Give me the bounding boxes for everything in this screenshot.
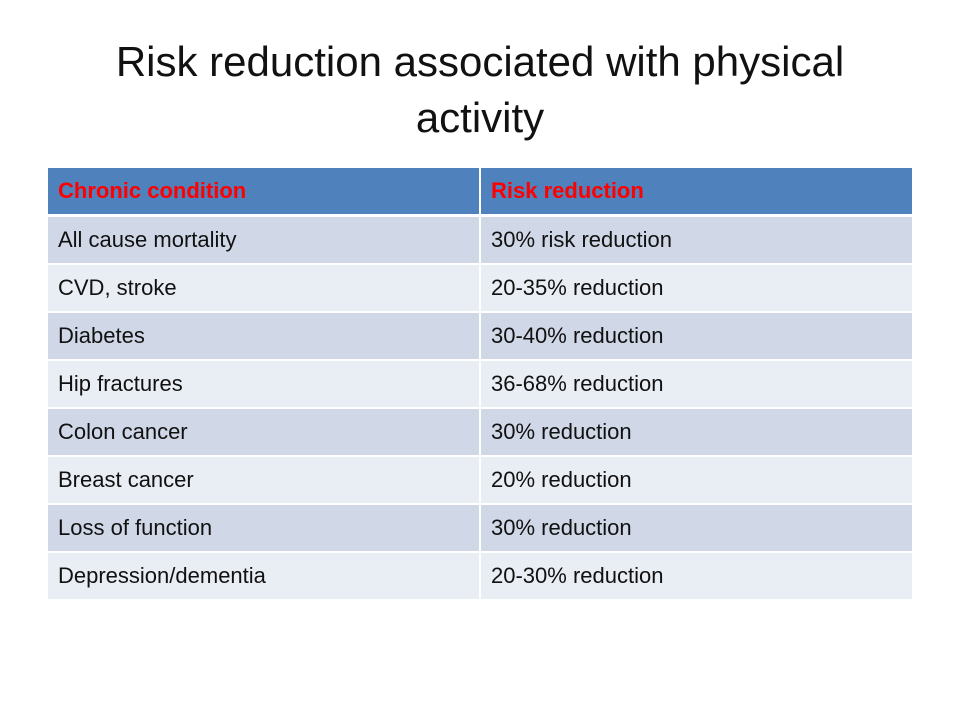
table-row: Breast cancer 20% reduction	[48, 455, 912, 504]
reduction-cell: 30% reduction	[479, 407, 912, 456]
condition-cell: CVD, stroke	[48, 263, 480, 312]
risk-table: Chronic condition Risk reduction All cau…	[48, 168, 912, 599]
table-row: Hip fractures 36-68% reduction	[48, 359, 912, 408]
table-row: Colon cancer 30% reduction	[48, 407, 912, 456]
condition-cell: Loss of function	[48, 503, 480, 552]
reduction-cell: 30% reduction	[479, 503, 912, 552]
table-row: Loss of function 30% reduction	[48, 503, 912, 552]
condition-cell: Diabetes	[48, 311, 480, 360]
reduction-cell: 30-40% reduction	[479, 311, 912, 360]
table-row: Depression/dementia 20-30% reduction	[48, 551, 912, 599]
table-header-row: Chronic condition Risk reduction	[48, 168, 912, 217]
condition-cell: Breast cancer	[48, 455, 480, 504]
reduction-cell: 20-30% reduction	[479, 551, 912, 599]
header-chronic-condition: Chronic condition	[48, 168, 480, 217]
header-risk-reduction: Risk reduction	[479, 168, 912, 217]
reduction-cell: 36-68% reduction	[479, 359, 912, 408]
condition-cell: Colon cancer	[48, 407, 480, 456]
reduction-cell: 20% reduction	[479, 455, 912, 504]
reduction-cell: 20-35% reduction	[479, 263, 912, 312]
table-row: CVD, stroke 20-35% reduction	[48, 263, 912, 312]
reduction-cell: 30% risk reduction	[479, 214, 912, 264]
condition-cell: Depression/dementia	[48, 551, 480, 599]
condition-cell: Hip fractures	[48, 359, 480, 408]
slide-title: Risk reduction associated with physical …	[115, 38, 845, 141]
table-row: All cause mortality 30% risk reduction	[48, 214, 912, 264]
condition-cell: All cause mortality	[48, 214, 480, 264]
table-row: Diabetes 30-40% reduction	[48, 311, 912, 360]
